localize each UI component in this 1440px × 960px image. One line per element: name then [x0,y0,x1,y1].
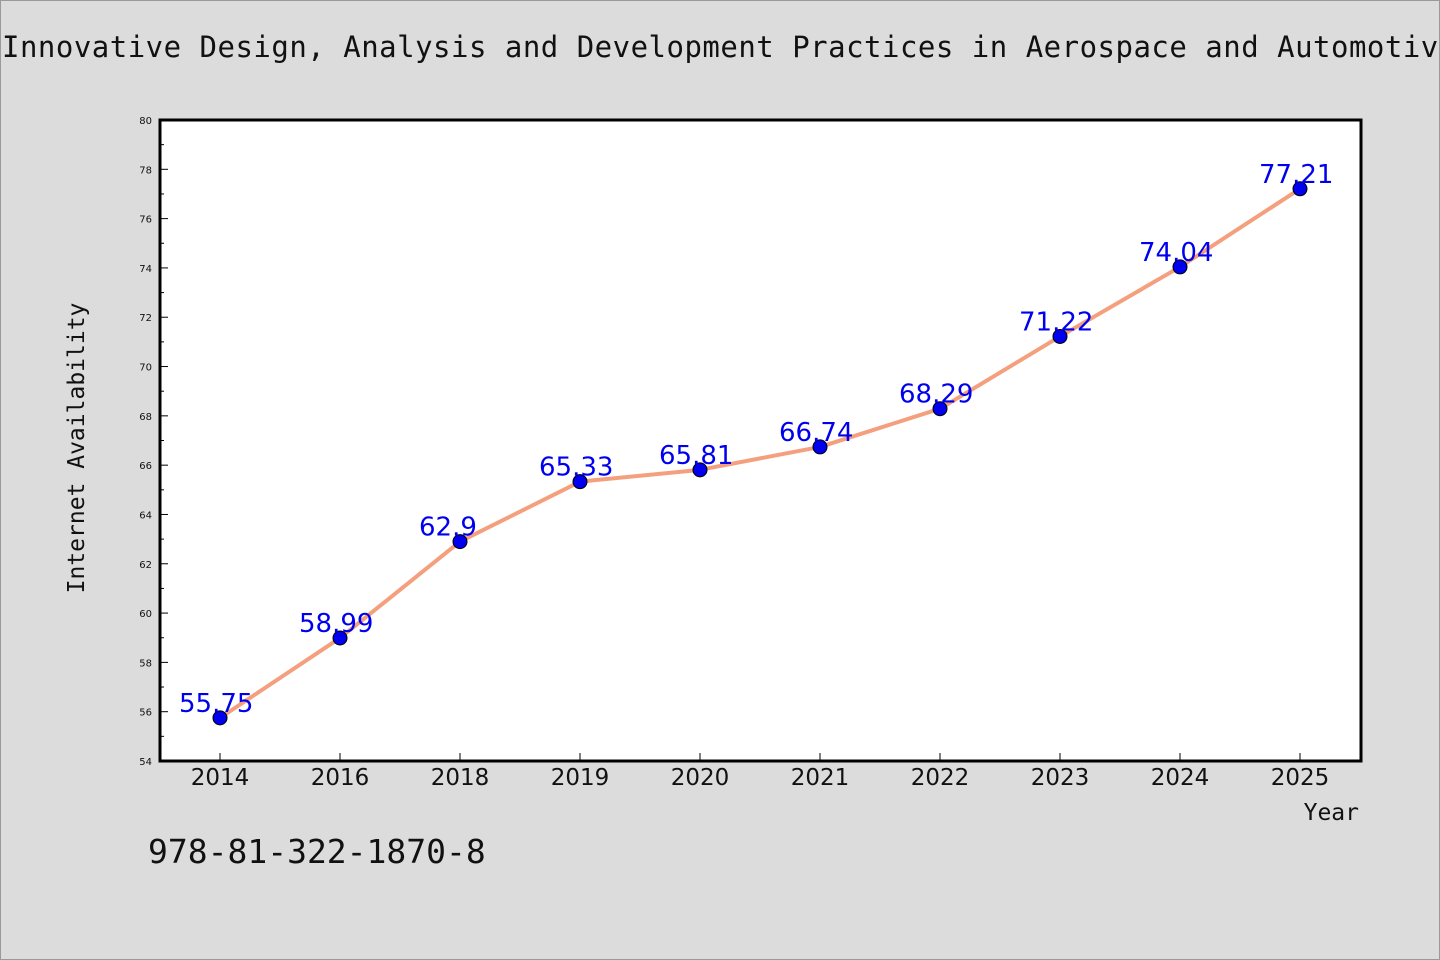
chart-title: Innovative Design, Analysis and Developm… [2,30,1438,64]
data-point [452,534,468,550]
y-tick-label: 70 [139,363,152,374]
x-tick-label: 2023 [1031,765,1090,791]
y-tick-label: 58 [139,658,152,669]
data-label: 58.99 [299,609,373,639]
y-tick-label: 72 [139,313,152,324]
x-tick-label: 2024 [1151,765,1210,791]
x-tick-label: 2018 [431,765,490,791]
x-tick-label: 2025 [1271,765,1330,791]
y-axis: 54 56 58 60 62 64 66 68 70 72 74 76 78 80 [139,116,168,768]
y-tick-label: 66 [139,461,152,472]
x-tick-label: 2020 [671,765,730,791]
data-label: 68.29 [899,380,973,410]
data-point [1052,328,1068,344]
x-axis: 2014 2016 2018 2019 2020 2021 2022 2023 2024 2025 [191,753,1330,791]
y-tick-label: 62 [139,560,152,571]
data-point [812,439,828,455]
data-point [692,462,708,478]
data-label: 77.21 [1259,160,1333,190]
y-tick-label: 54 [139,757,152,768]
data-label: 65.81 [659,441,733,471]
data-label: 62.9 [419,513,477,543]
data-point [332,630,348,646]
data-label: 65.33 [539,453,613,483]
isbn-text: 978-81-322-1870-8 [148,832,486,871]
y-tick-label: 64 [139,510,152,521]
data-label: 66.74 [779,418,853,448]
data-point [932,401,948,417]
y-tick-label: 76 [139,215,152,226]
y-tick-label: 56 [139,708,152,719]
x-tick-label: 2021 [791,765,850,791]
data-point [212,710,228,726]
y-tick-label: 78 [139,165,152,176]
data-label: 71.22 [1019,307,1093,337]
x-tick-label: 2022 [911,765,970,791]
x-tick-label: 2014 [191,765,250,791]
series-group: 55.75 58.99 62.9 65.33 65.81 66.74 68.29 71.22 7… [179,160,1333,726]
data-point [572,474,588,490]
y-axis-label: Internet Availability [64,303,90,594]
data-label: 74.04 [1139,238,1213,268]
x-tick-label: 2019 [551,765,610,791]
data-point [1172,259,1188,275]
data-point [1292,181,1308,197]
data-label: 55.75 [179,689,253,719]
y-tick-label: 60 [139,609,152,620]
x-tick-label: 2016 [311,765,370,791]
y-tick-label: 80 [139,116,152,127]
y-tick-label: 68 [139,412,152,423]
plot-area [158,118,1363,763]
series-line [218,186,1302,720]
y-tick-label: 74 [139,264,152,275]
x-axis-label: Year [1304,800,1359,826]
